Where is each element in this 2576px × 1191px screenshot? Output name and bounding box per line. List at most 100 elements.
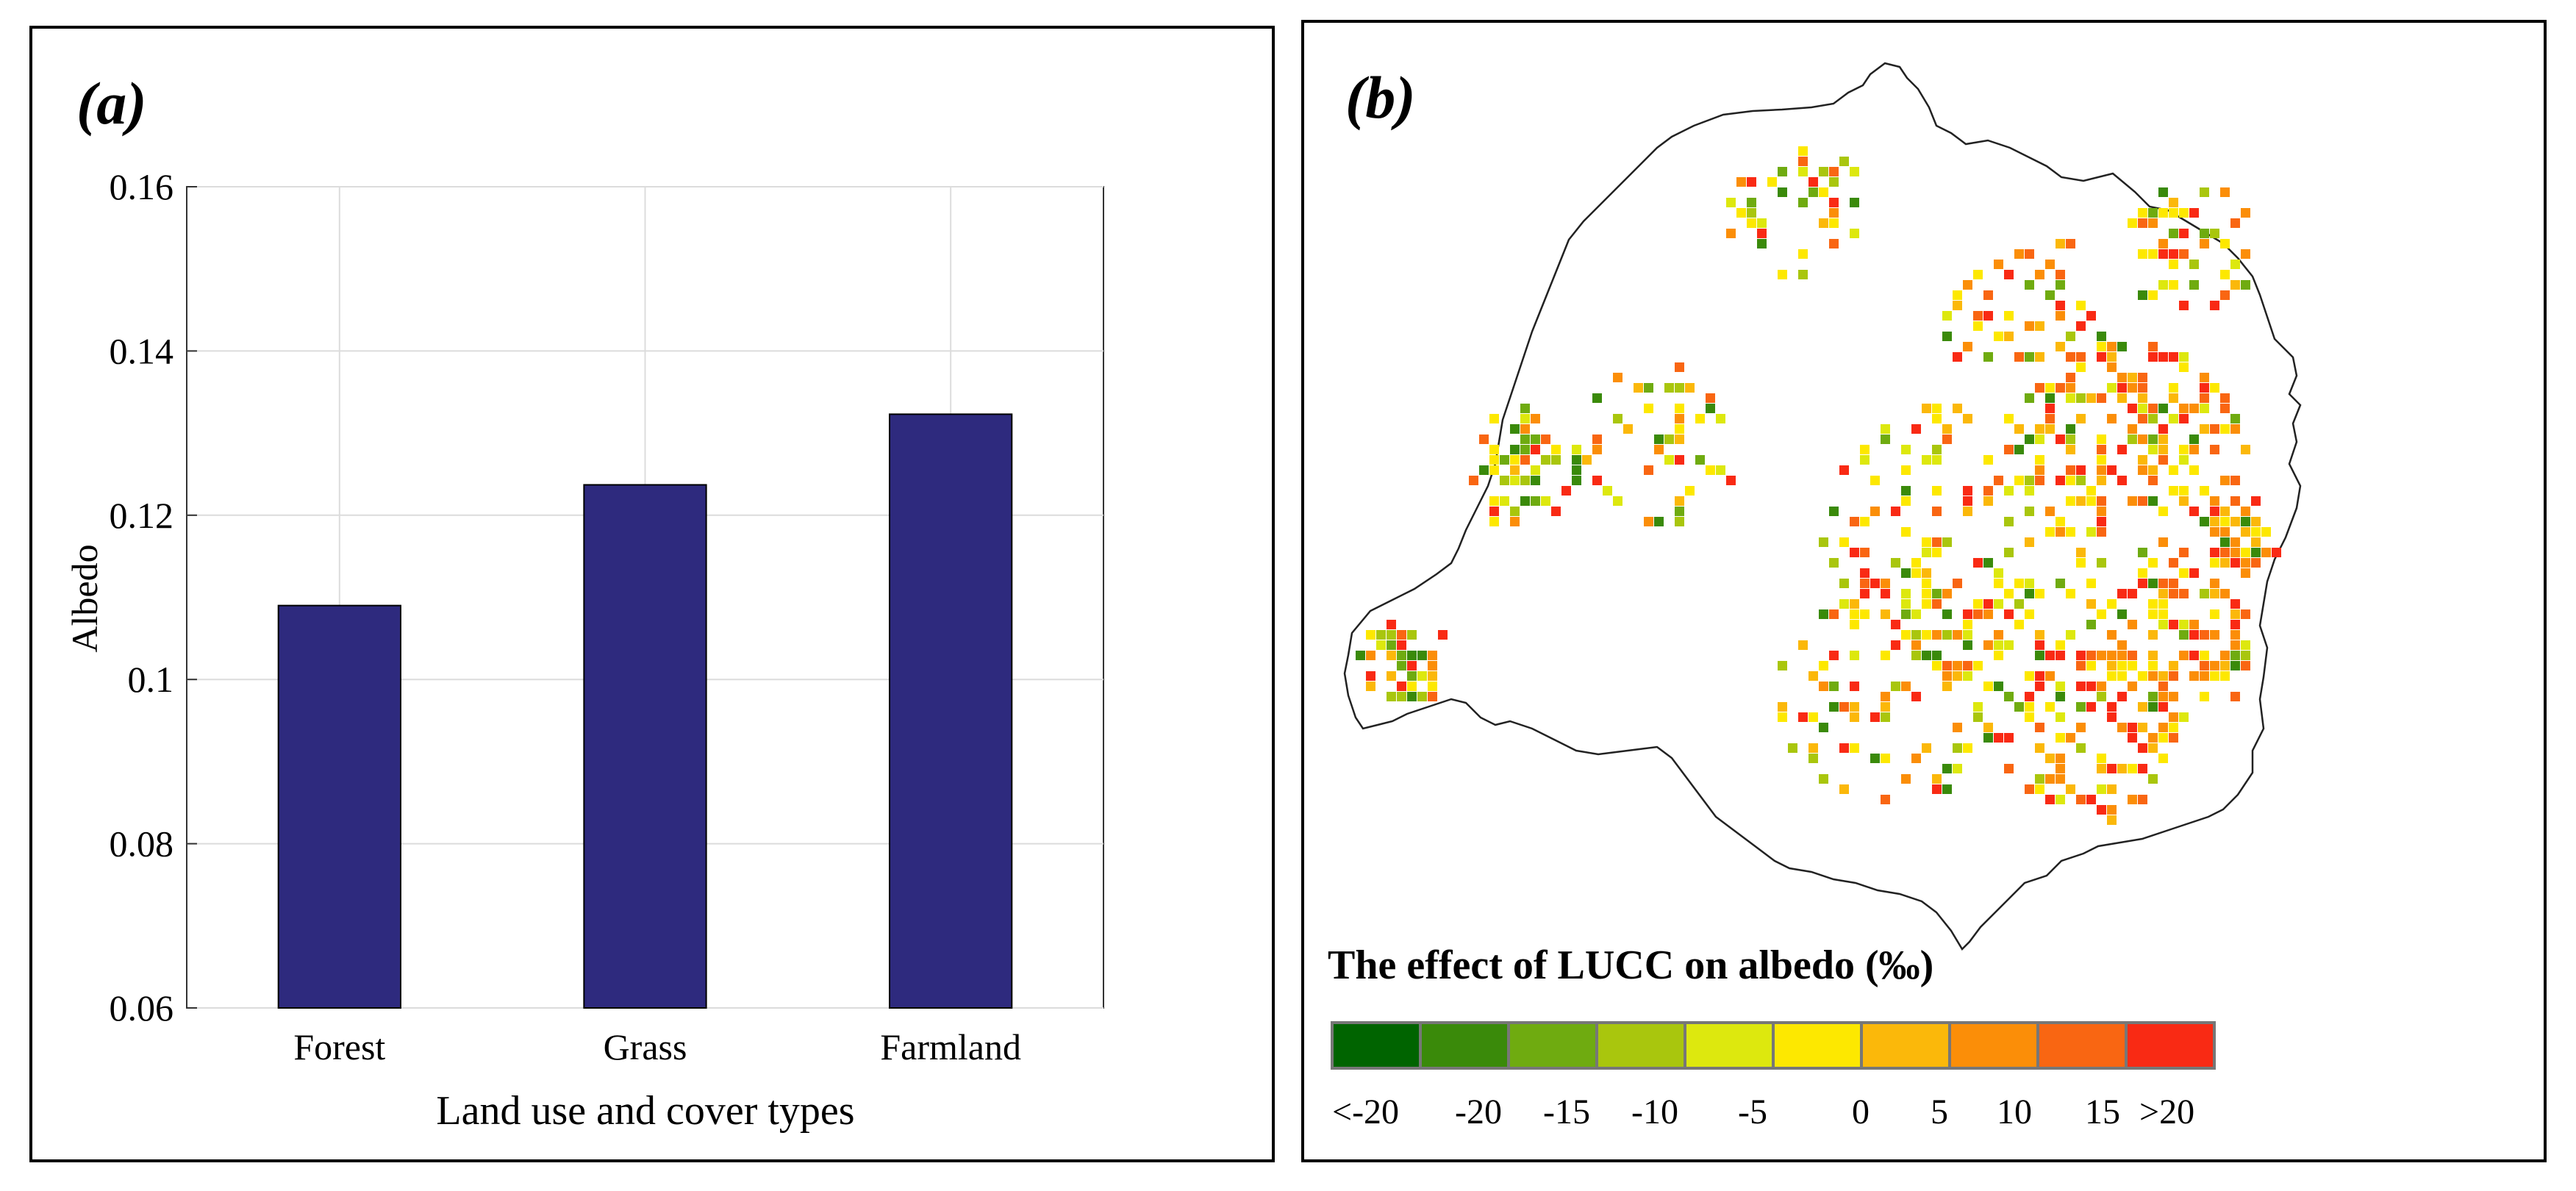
map-pixel xyxy=(1706,393,1715,403)
map-pixel xyxy=(2241,640,2250,650)
map-pixel xyxy=(2045,671,2055,681)
map-pixel xyxy=(2251,558,2261,568)
map-pixel xyxy=(2035,640,2044,650)
panel-a-label: (a) xyxy=(76,70,147,137)
map-pixel xyxy=(1366,651,1375,660)
map-pixel xyxy=(2014,620,2024,629)
map-pixel xyxy=(1675,404,1684,413)
map-pixel xyxy=(2189,620,2199,629)
map-pixel xyxy=(1387,692,1396,701)
map-pixel xyxy=(2107,599,2117,609)
map-pixel xyxy=(1778,661,1787,670)
map-pixel xyxy=(1551,445,1561,454)
legend-swatch xyxy=(1860,1021,1951,1070)
map-pixel xyxy=(1366,682,1375,691)
map-pixel xyxy=(2148,352,2158,362)
map-pixel xyxy=(1798,146,1808,156)
map-pixel xyxy=(2241,280,2250,290)
map-pixel xyxy=(1983,599,1993,609)
map-pixel xyxy=(1994,568,2003,578)
map-pixel xyxy=(2045,404,2055,413)
map-pixel xyxy=(2230,537,2240,547)
map-pixel xyxy=(2107,661,2117,670)
map-pixel xyxy=(1942,682,1952,691)
map-pixel xyxy=(1675,517,1684,526)
map-pixel xyxy=(1901,609,1911,619)
map-pixel xyxy=(1407,692,1417,701)
map-pixel xyxy=(2158,620,2168,629)
map-pixel xyxy=(2066,465,2075,475)
map-pixel xyxy=(2097,445,2106,454)
map-pixel xyxy=(2076,496,2086,506)
map-pixel xyxy=(2220,651,2230,660)
map-pixel xyxy=(1922,568,1931,578)
map-pixel xyxy=(1963,507,1972,516)
map-pixel xyxy=(2097,393,2106,403)
map-pixel xyxy=(2241,208,2250,218)
map-pixel xyxy=(2158,352,2168,362)
map-pixel xyxy=(1860,445,1870,454)
map-pixel xyxy=(1675,434,1684,444)
map-pixel xyxy=(2004,733,2014,743)
map-pixel xyxy=(2076,362,2086,372)
map-pixel xyxy=(1726,476,1736,485)
map-pixel xyxy=(2251,537,2261,547)
map-pixel xyxy=(2148,671,2158,681)
map-pixel xyxy=(2230,630,2240,640)
map-pixel xyxy=(2148,465,2158,475)
map-pixel xyxy=(1922,579,1931,588)
map-pixel xyxy=(2200,651,2209,660)
map-pixel xyxy=(2035,434,2044,444)
map-pixel xyxy=(2097,651,2106,660)
map-pixel xyxy=(2117,342,2127,351)
map-pixel xyxy=(2230,218,2240,228)
legend-label: 10 xyxy=(1997,1092,2032,1131)
map-pixel xyxy=(2076,321,2086,331)
map-pixel xyxy=(2179,548,2189,557)
map-pixel xyxy=(2169,579,2178,588)
map-pixel xyxy=(2045,393,2055,403)
map-pixel xyxy=(2138,795,2147,804)
map-pixel xyxy=(1592,434,1602,444)
map-pixel xyxy=(1850,743,1859,753)
legend-swatch xyxy=(1684,1021,1775,1070)
map-pixel xyxy=(1644,404,1653,413)
legend-label: -20 xyxy=(1455,1092,1502,1131)
map-pixel xyxy=(2220,290,2230,300)
map-pixel xyxy=(1829,507,1839,516)
map-pixel xyxy=(2189,404,2199,413)
map-pixel xyxy=(1942,671,1952,681)
map-pixel xyxy=(2097,476,2106,485)
map-pixel xyxy=(1438,630,1448,640)
map-pixel xyxy=(1932,651,1942,660)
map-pixel xyxy=(2158,187,2168,197)
map-pixel xyxy=(2230,476,2240,485)
map-pixel xyxy=(2076,476,2086,485)
map-pixel xyxy=(2241,651,2250,660)
x-tick-label: Grass xyxy=(604,1026,687,1067)
map-pixel xyxy=(1808,187,1818,197)
map-pixel xyxy=(2076,743,2086,753)
map-pixel xyxy=(1541,434,1550,444)
map-pixel xyxy=(1489,455,1499,465)
map-pixel xyxy=(1592,445,1602,454)
map-pixel xyxy=(1983,496,1993,506)
map-pixel xyxy=(2179,249,2189,259)
panel-b-label: (b) xyxy=(1345,64,1416,131)
map-pixel xyxy=(2107,651,2117,660)
map-pixel xyxy=(2210,517,2219,526)
map-pixel xyxy=(2158,280,2168,290)
map-pixel xyxy=(2045,383,2055,393)
map-pixel xyxy=(1942,661,1952,670)
map-pixel xyxy=(1829,177,1839,187)
map-pixel xyxy=(1767,177,1777,187)
map-pixel xyxy=(2117,661,2127,670)
map-pixel xyxy=(2035,589,2044,598)
map-pixel xyxy=(2107,784,2117,794)
map-pixel xyxy=(2200,187,2209,197)
map-pixel xyxy=(2128,620,2137,629)
map-pixel xyxy=(1520,455,1530,465)
map-pixel xyxy=(1953,352,1962,362)
map-pixel xyxy=(2045,702,2055,712)
map-pixel xyxy=(1592,476,1602,485)
